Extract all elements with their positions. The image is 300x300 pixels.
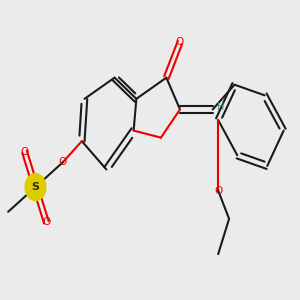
Text: O: O bbox=[42, 218, 50, 227]
Text: O: O bbox=[214, 186, 222, 196]
Text: O: O bbox=[176, 38, 184, 47]
Text: O: O bbox=[58, 158, 67, 167]
Text: O: O bbox=[20, 147, 29, 157]
Circle shape bbox=[25, 174, 46, 200]
Text: S: S bbox=[32, 182, 40, 192]
Text: H: H bbox=[217, 102, 224, 112]
